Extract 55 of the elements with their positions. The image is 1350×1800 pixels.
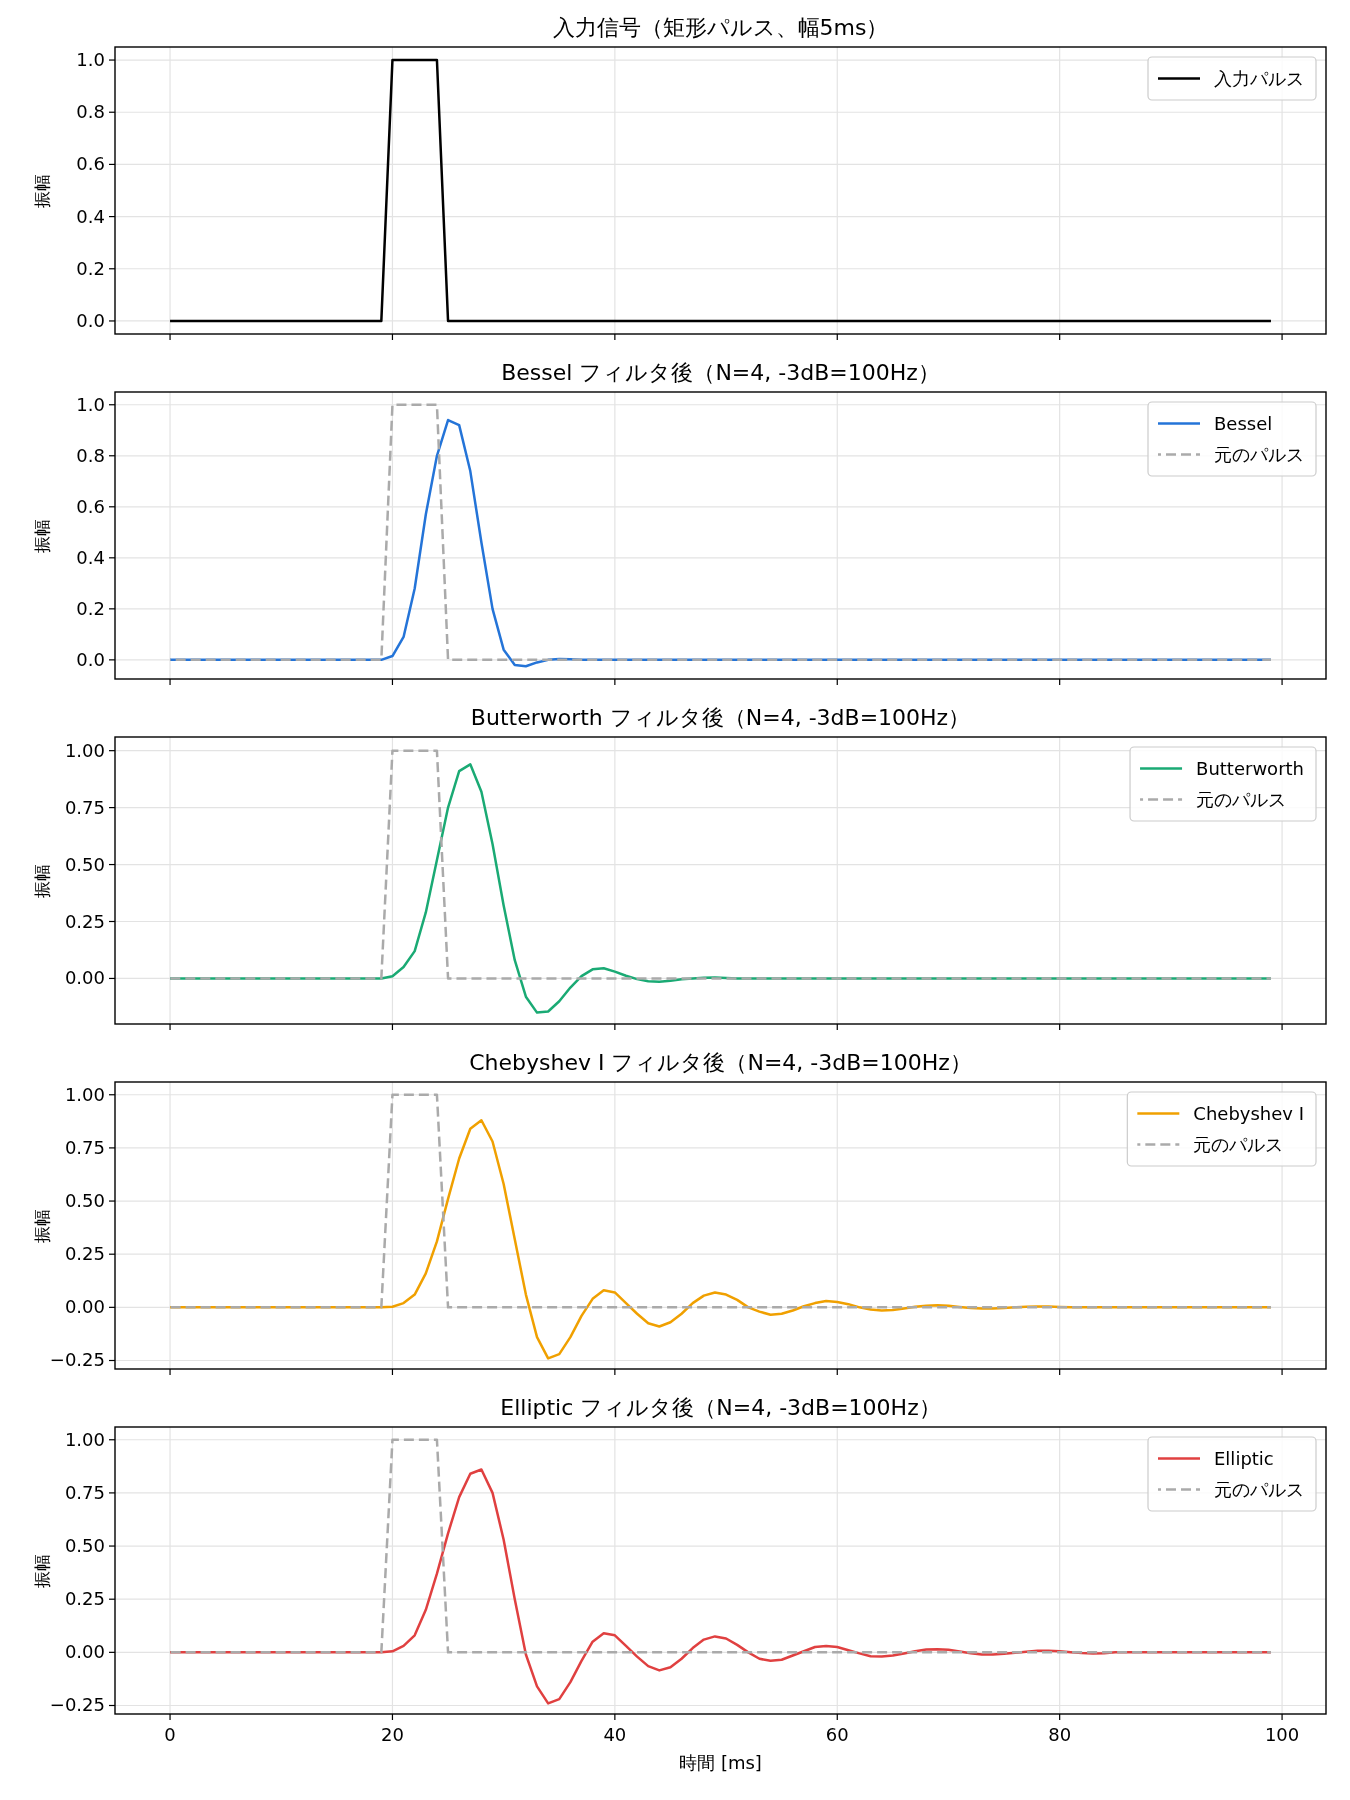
y-axis-title: 振幅 — [32, 863, 52, 898]
y-tick-label: 0.2 — [76, 257, 105, 279]
y-tick-label: 1.0 — [76, 393, 105, 415]
x-tick-label: 20 — [381, 1724, 404, 1745]
y-tick-label: 0.50 — [64, 1190, 105, 1212]
y-axis-title: 振幅 — [32, 173, 52, 208]
legend-label: Elliptic — [1214, 1447, 1274, 1469]
chart-title: 入力信号（矩形パルス、幅5ms） — [552, 15, 889, 40]
y-tick-label: 1.0 — [76, 49, 105, 71]
chart-title: Butterworth フィルタ後（N=4, -3dB=100Hz） — [470, 705, 971, 730]
x-axis-title: 時間 [ms] — [679, 1752, 762, 1773]
legend-label: Chebyshev I — [1193, 1102, 1304, 1124]
chart-title: Bessel フィルタ後（N=4, -3dB=100Hz） — [501, 360, 940, 385]
y-tick-label: 0.00 — [64, 967, 105, 989]
y-tick-label: 0.75 — [64, 796, 105, 818]
y-tick-label: 0.75 — [64, 1481, 105, 1503]
y-tick-label: 0.25 — [64, 1243, 105, 1265]
y-tick-label: 1.00 — [64, 739, 105, 761]
y-tick-label: 0.25 — [64, 1588, 105, 1610]
y-tick-label: 0.0 — [76, 648, 105, 670]
y-axis-title: 振幅 — [32, 518, 52, 553]
y-tick-label: 0.4 — [76, 546, 105, 568]
chart-title: Elliptic フィルタ後（N=4, -3dB=100Hz） — [500, 1395, 941, 1420]
y-tick-label: 0.00 — [64, 1641, 105, 1663]
y-tick-label: 1.00 — [64, 1083, 105, 1105]
y-tick-label: 0.0 — [76, 309, 105, 331]
y-axis-title: 振幅 — [32, 1553, 52, 1588]
legend-label: Bessel — [1214, 412, 1273, 434]
y-tick-label: 0.4 — [76, 205, 105, 227]
y-tick-label: −0.25 — [49, 1694, 105, 1716]
legend-label: Butterworth — [1196, 757, 1304, 779]
legend-label: 元のパルス — [1193, 1133, 1284, 1155]
y-tick-label: 1.00 — [64, 1428, 105, 1450]
y-tick-label: 0.8 — [76, 444, 105, 466]
y-tick-label: 0.75 — [64, 1136, 105, 1158]
y-tick-label: 0.00 — [64, 1296, 105, 1318]
y-axis-title: 振幅 — [32, 1208, 52, 1243]
legend-label: 元のパルス — [1196, 788, 1287, 810]
x-tick-label: 0 — [164, 1724, 176, 1745]
x-tick-label: 100 — [1264, 1724, 1300, 1745]
y-tick-label: 0.6 — [76, 495, 105, 517]
legend-label: 元のパルス — [1214, 1478, 1304, 1500]
legend-label: 元のパルス — [1214, 443, 1304, 465]
x-tick-label: 80 — [1048, 1724, 1072, 1745]
legend-label: 入力パルス — [1214, 67, 1304, 89]
y-tick-label: 0.25 — [64, 910, 105, 932]
y-tick-label: 0.6 — [76, 153, 105, 175]
x-tick-label: 40 — [603, 1724, 627, 1745]
y-tick-label: 0.50 — [64, 853, 105, 875]
chart-title: Chebyshev I フィルタ後（N=4, -3dB=100Hz） — [469, 1050, 972, 1075]
y-tick-label: −0.25 — [49, 1349, 105, 1371]
y-tick-label: 0.2 — [76, 597, 105, 619]
x-tick-label: 60 — [825, 1724, 849, 1745]
y-tick-label: 0.50 — [64, 1535, 105, 1557]
y-tick-label: 0.8 — [76, 101, 105, 123]
